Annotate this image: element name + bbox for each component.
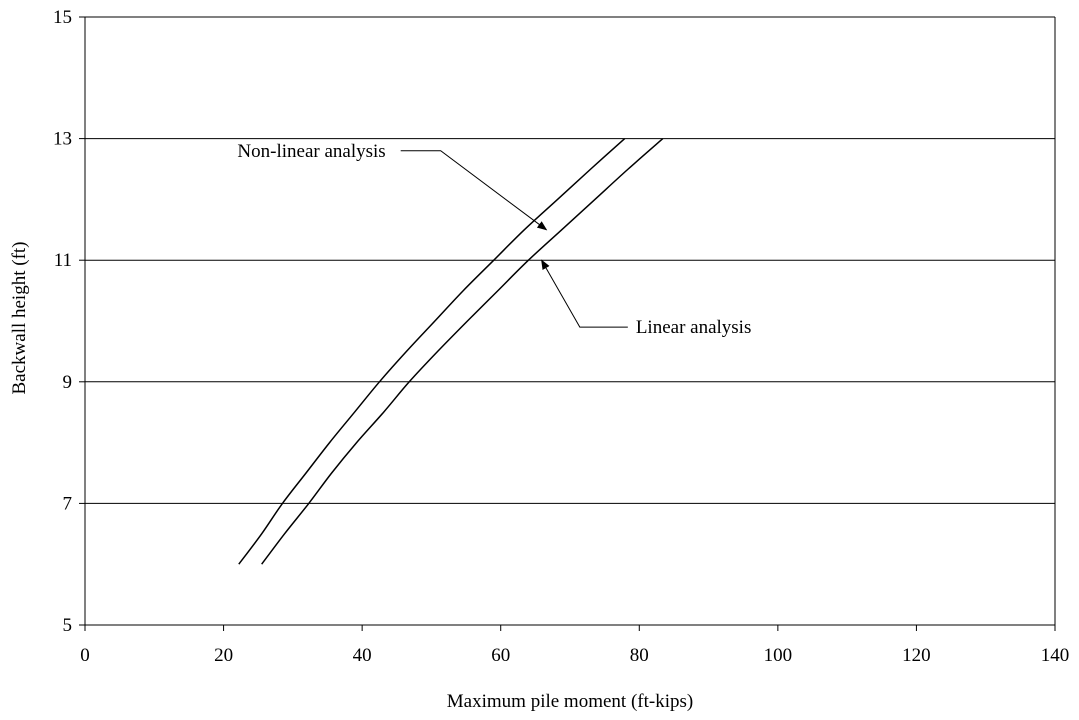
annotation-linear-label: Linear analysis (636, 317, 752, 338)
y-tick-label: 11 (54, 250, 72, 271)
y-tick-label: 15 (53, 7, 72, 28)
x-tick-label: 40 (353, 645, 372, 666)
annotation-nonlinear-arrow (400, 150, 548, 231)
x-axis-title: Maximum pile moment (ft-kips) (447, 691, 693, 712)
x-tick-label: 20 (214, 645, 233, 666)
x-tick-label: 80 (630, 645, 649, 666)
x-tick-label: 60 (491, 645, 510, 666)
x-tick-label: 120 (902, 645, 931, 666)
series-line-nonlinear (238, 138, 626, 565)
annotation-nonlinear-label: Non-linear analysis (237, 141, 385, 162)
y-tick-label: 9 (63, 372, 73, 393)
x-tick-label: 0 (80, 645, 90, 666)
y-axis-title: Backwall height (ft) (9, 241, 30, 394)
x-tick-label: 100 (764, 645, 793, 666)
y-tick-label: 5 (63, 615, 73, 636)
y-tick-label: 13 (53, 129, 72, 150)
y-tick-label: 7 (63, 493, 73, 514)
x-tick-label: 140 (1041, 645, 1070, 666)
annotation-linear-arrow (541, 259, 628, 328)
series-line-linear (261, 138, 664, 565)
